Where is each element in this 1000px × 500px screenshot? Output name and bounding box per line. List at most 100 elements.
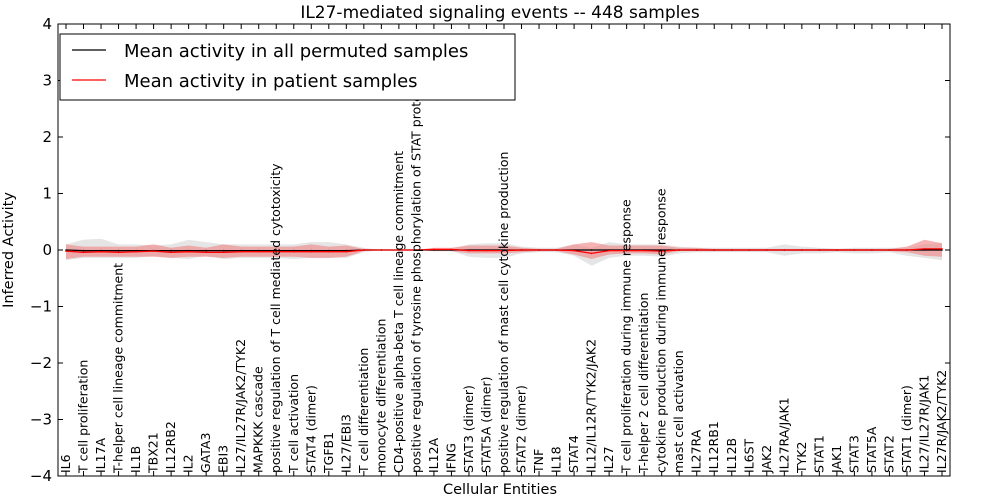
category-label: TBX21 — [146, 432, 161, 474]
data-point — [240, 250, 242, 253]
category-label: TNF — [531, 449, 546, 474]
category-label: mast cell activation — [671, 350, 686, 473]
data-point — [695, 249, 698, 251]
data-point — [415, 249, 418, 251]
data-point — [100, 249, 102, 252]
data-point — [748, 249, 751, 251]
y-tick-label: −2 — [30, 354, 52, 372]
category-label: positive regulation of T cell mediated c… — [268, 163, 283, 473]
data-point — [433, 248, 435, 251]
category-label: T-helper 2 cell differentiation — [636, 293, 651, 474]
data-point — [485, 249, 488, 252]
category-label: CD4-positive alpha-beta T cell lineage c… — [391, 151, 406, 473]
data-point — [538, 249, 540, 251]
chart-title: IL27-mediated signaling events -- 448 sa… — [300, 3, 700, 23]
y-tick-label: −4 — [30, 467, 52, 485]
data-point — [818, 249, 821, 251]
x-axis-label: Cellular Entities — [443, 482, 557, 498]
legend-label-patient: Mean activity in patient samples — [124, 71, 418, 92]
data-point — [450, 248, 453, 251]
data-point — [941, 248, 943, 250]
category-label: STAT2 (dimer) — [514, 385, 529, 473]
y-tick-label: −1 — [30, 298, 52, 316]
data-point — [257, 250, 260, 253]
data-point — [170, 251, 172, 254]
category-label: IL12/IL12R/TYK2/JAK2 — [584, 339, 599, 473]
category-labels: IL6 T cell proliferation IL17A T-helper cel… — [58, 83, 949, 474]
data-point — [590, 249, 593, 251]
data-point — [923, 249, 926, 251]
category-label: JAK2 — [759, 445, 774, 474]
y-tick-label: 1 — [42, 185, 52, 203]
category-label: STAT1 (dimer) — [899, 385, 914, 473]
category-label: IL27/IL27R/JAK2/TYK2 — [233, 339, 248, 473]
category-label: IL27RA — [689, 429, 704, 473]
data-point — [293, 249, 295, 252]
data-point — [135, 249, 137, 252]
data-point — [520, 249, 523, 251]
category-label: IL6 — [58, 454, 73, 473]
category-label: T cell proliferation — [76, 360, 91, 474]
data-point — [555, 249, 558, 251]
y-tick-label: 0 — [42, 241, 52, 259]
category-label: STAT4 — [566, 435, 581, 473]
y-tick-label: 4 — [42, 15, 52, 33]
category-label: STAT5A (dimer) — [479, 377, 494, 473]
category-label: STAT3 — [846, 435, 861, 473]
data-point — [468, 249, 470, 252]
category-label: IL2 — [181, 454, 196, 473]
data-point — [117, 251, 120, 254]
category-label: IL12RB2 — [163, 421, 178, 473]
category-label: TGFB1 — [321, 432, 336, 474]
category-label: T cell differentiation — [356, 348, 371, 474]
data-point — [923, 248, 926, 250]
data-point — [398, 249, 400, 251]
data-point — [275, 250, 278, 253]
category-label: JAK1 — [829, 445, 844, 474]
category-label: IL6ST — [741, 438, 756, 473]
data-point — [328, 249, 330, 252]
category-label: IL27/IL27R/JAK1 — [917, 375, 932, 473]
category-label: IL18 — [549, 446, 564, 473]
data-point — [293, 250, 295, 253]
data-point — [205, 249, 207, 252]
data-point — [731, 249, 733, 251]
data-point — [853, 249, 856, 251]
category-label: IL12RB1 — [706, 421, 721, 473]
plot-frame — [57, 23, 951, 477]
data-point — [345, 249, 348, 252]
data-point — [65, 249, 67, 251]
data-point — [117, 249, 120, 252]
category-label: IFNG — [443, 443, 458, 473]
data-point — [783, 249, 786, 251]
category-label: MAPKKK cascade — [251, 366, 266, 473]
category-label: STAT3 (dimer) — [461, 385, 476, 473]
data-point — [65, 250, 67, 252]
category-label: EBI3 — [216, 445, 231, 473]
data-point — [275, 249, 278, 252]
legend: Mean activity in all permuted samples Me… — [59, 33, 516, 101]
data-point — [205, 251, 207, 254]
data-point — [625, 249, 628, 252]
line-layer — [65, 248, 943, 255]
y-axis-label: Inferred Activity — [1, 192, 17, 308]
category-label: positive regulation of mast cell cytokin… — [496, 152, 511, 473]
data-point — [310, 250, 313, 253]
data-point — [82, 251, 85, 254]
data-point — [713, 249, 715, 251]
y-tick-label: 2 — [42, 128, 52, 146]
category-label: T cell proliferation during immune respo… — [619, 199, 634, 474]
y-tick-label: 3 — [42, 72, 52, 90]
data-point — [222, 249, 225, 252]
category-label: STAT1 — [811, 435, 826, 473]
category-label: IL27R/JAK2/TYK2 — [934, 370, 949, 473]
category-label: T cell activation — [286, 374, 301, 474]
data-point — [187, 249, 190, 252]
data-point — [363, 249, 365, 251]
data-point — [152, 250, 155, 252]
data-point — [310, 249, 313, 252]
category-label: IL12A — [426, 437, 441, 473]
data-point — [100, 250, 102, 253]
category-label: IL27/EBI3 — [338, 414, 353, 473]
